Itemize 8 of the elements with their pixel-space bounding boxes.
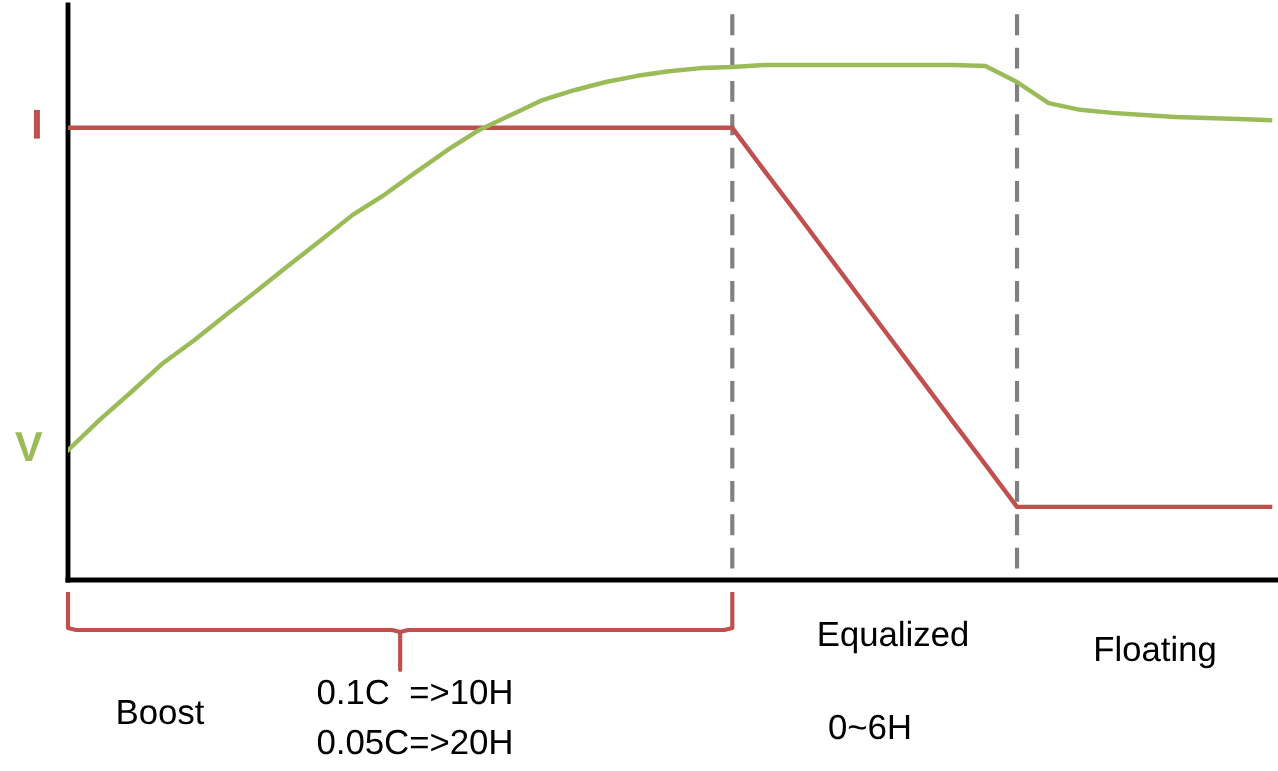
text: 0~6H [829,714,910,740]
text: Boost [118,700,205,725]
text: Equalized [819,620,968,654]
text: 0.05C=>20H [317,729,511,755]
series-label: I [33,109,40,139]
text: Floating [1096,635,1215,669]
series-label: V [15,432,43,461]
text: 0.1C =>10H [317,679,511,705]
